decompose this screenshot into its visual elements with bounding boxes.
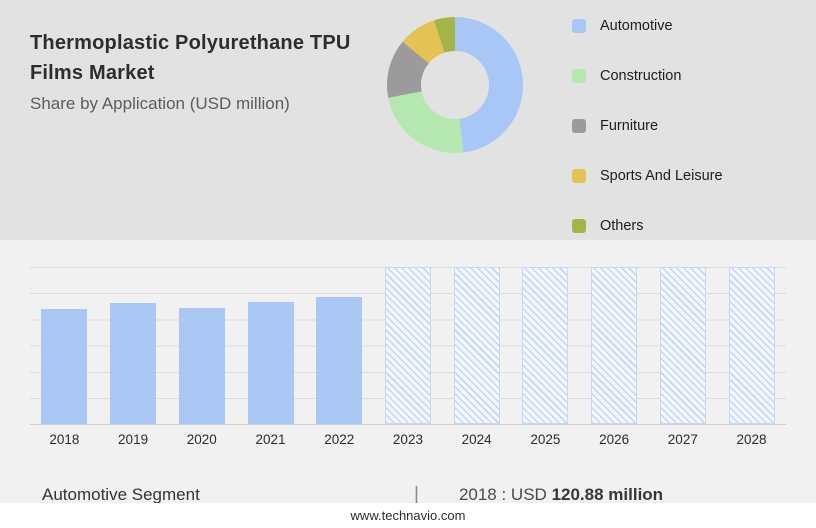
bar-slot-2022 (316, 267, 363, 424)
pie-slice-sports-and-leisure (387, 17, 523, 153)
bar-2018 (41, 308, 88, 424)
legend-swatch-icon (572, 169, 586, 183)
x-tick-label-2020: 2020 (186, 432, 217, 447)
website-link[interactable]: www.technavio.com (350, 508, 466, 523)
bar-slot-2026 (591, 267, 638, 424)
bar-slot-2027 (659, 267, 706, 424)
footer-value: 2018 : USD 120.88 million (459, 485, 663, 505)
donut-chart (383, 13, 527, 157)
x-tick-label-2024: 2024 (461, 432, 492, 447)
subtitle: Share by Application (USD million) (30, 94, 290, 113)
legend-item-automotive: Automotive (572, 15, 723, 37)
website-strip: www.technavio.com (0, 503, 816, 528)
bar-2021 (247, 302, 294, 424)
legend-label: Automotive (600, 18, 673, 34)
title-line-2: Films Market (30, 62, 155, 84)
forecast-bar-2027 (659, 267, 706, 424)
pie-slice-automotive (387, 17, 523, 153)
pie-slice-others (387, 17, 523, 153)
legend-swatch-icon (572, 119, 586, 133)
x-tick-label-2026: 2026 (599, 432, 630, 447)
bar-slot-2028 (728, 267, 775, 424)
bar-2020 (178, 307, 225, 424)
legend-label: Sports And Leisure (600, 168, 723, 184)
legend-swatch-icon (572, 69, 586, 83)
pie-slice-furniture (387, 17, 523, 153)
x-tick-label-2018: 2018 (49, 432, 80, 447)
bar-chart-plot (30, 267, 786, 425)
forecast-bar-2023 (384, 267, 431, 424)
header: Thermoplastic Polyurethane TPU Films Mar… (30, 28, 370, 114)
legend-item-furniture: Furniture (572, 115, 723, 137)
x-tick-label-2021: 2021 (255, 432, 286, 447)
bar-slot-2020 (178, 267, 225, 424)
forecast-bar-2028 (728, 267, 775, 424)
x-axis-labels: 2018 2019 2020 2021 2022 2023 2024 2025 2026 2027… (30, 432, 786, 452)
bar-slot-2023 (384, 267, 431, 424)
title-line-1: Thermoplastic Polyurethane TPU (30, 32, 351, 54)
legend-label: Construction (600, 68, 682, 84)
legend-swatch-icon (572, 219, 586, 233)
bar-slot-2019 (110, 267, 157, 424)
x-tick-label-2027: 2027 (667, 432, 698, 447)
bar-slot-2018 (41, 267, 88, 424)
legend-item-sports-and-leisure: Sports And Leisure (572, 165, 723, 187)
bar-section: 2018 2019 2020 2021 2022 2023 2024 2025 2026 2027… (0, 240, 816, 528)
legend-item-others: Others (572, 215, 723, 237)
legend-item-construction: Construction (572, 65, 723, 87)
forecast-bar-2024 (453, 267, 500, 424)
x-tick-label-2019: 2019 (118, 432, 149, 447)
bar-slot-2025 (522, 267, 569, 424)
bar-2019 (110, 303, 157, 424)
x-tick-label-2028: 2028 (736, 432, 767, 447)
forecast-bar-2026 (591, 267, 638, 424)
pie-legend: Automotive Construction Furniture Sports An… (572, 15, 723, 265)
pie-section: Thermoplastic Polyurethane TPU Films Mar… (0, 0, 816, 240)
donut-chart-svg (387, 17, 523, 153)
bar-slot-2021 (247, 267, 294, 424)
segment-label: Automotive Segment (42, 485, 200, 504)
bar-2022 (316, 296, 363, 424)
page-title: Thermoplastic Polyurethane TPU Films Mar… (30, 28, 370, 88)
footer-separator: | (414, 484, 419, 505)
legend-swatch-icon (572, 19, 586, 33)
bar-slot-2024 (453, 267, 500, 424)
forecast-bar-2025 (522, 267, 569, 424)
footer-value-prefix: 2018 : USD (458, 485, 547, 504)
x-tick-label-2025: 2025 (530, 432, 561, 447)
legend-label: Others (600, 218, 644, 234)
footer-value-bold: 120.88 million (551, 485, 664, 504)
x-tick-label-2023: 2023 (392, 432, 423, 447)
x-tick-label-2022: 2022 (324, 432, 355, 447)
footer: Automotive Segment | 2018 : USD 120.88 m… (0, 478, 816, 512)
legend-label: Furniture (600, 118, 659, 134)
